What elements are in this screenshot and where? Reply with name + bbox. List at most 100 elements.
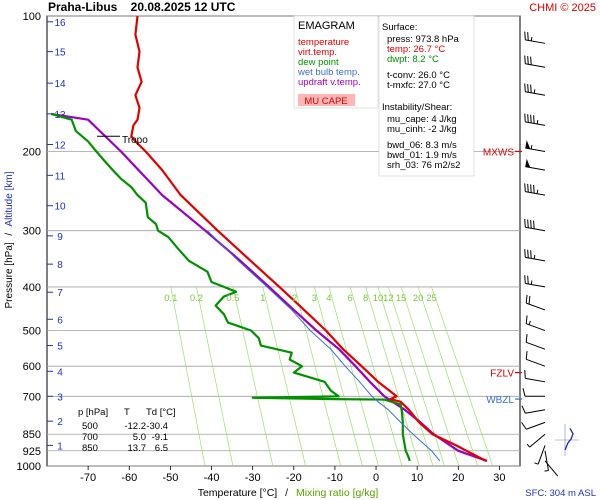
levels-table-cell: 5.0 — [133, 432, 146, 443]
wind-barb-full — [527, 219, 529, 228]
wind-barb-staff — [525, 63, 546, 68]
wind-barb-full — [524, 218, 526, 228]
sounding-profiles — [50, 15, 488, 462]
surface-dwpt: dwpt: 8.2 °C — [387, 54, 439, 65]
x-axis-mixing-title: Mixing ratio [g/kg] — [296, 487, 378, 499]
altitude-tick: 3 — [57, 392, 63, 403]
mixing-ratio-labels: 0.1 0.2 0.5 1 2 3 4 6 8 10 12 15 20 25 — [164, 293, 437, 304]
wind-barb-half — [533, 89, 536, 94]
wind-barb-full — [530, 250, 532, 259]
levels-table: p [hPa] T Td [°C] 500 -12.2 -30.4 700 5.0 -9.… — [78, 407, 176, 454]
wind-barb-staff — [525, 39, 546, 44]
wind-barb — [525, 315, 546, 332]
mu-cinh-value: mu_cinh: -2 J/kg — [387, 124, 457, 135]
x-tick--20: -20 — [286, 472, 302, 484]
levels-table-cell: -9.1 — [152, 432, 168, 443]
wind-barb-staff — [526, 341, 546, 350]
mixing-line — [431, 286, 494, 467]
wind-barb-full — [524, 183, 526, 192]
altitude-tick: 8 — [57, 260, 63, 271]
wind-barb-staff — [525, 282, 546, 288]
levels-table-header-t: T — [124, 407, 130, 418]
mixing-ratio-label: 15 — [396, 293, 407, 304]
wind-barb-full — [527, 56, 529, 65]
altitude-tick: 5 — [57, 342, 63, 353]
wind-barb — [534, 445, 546, 465]
mu-cape-badge: MU CAPE — [304, 96, 347, 107]
y-axis-title: Pressure [hPa] / Altitude [km] — [4, 171, 15, 308]
info-box-frame — [378, 15, 475, 177]
x-tick-0: 0 — [373, 472, 379, 484]
wind-barb-full — [528, 295, 531, 305]
pressure-tick-925: 925 — [23, 446, 41, 458]
wind-barb-full — [524, 370, 526, 379]
wind-barb-half — [530, 36, 533, 41]
levels-table-header-td: Td [°C] — [146, 407, 176, 418]
mixing-ratio-label: 0.5 — [226, 293, 239, 304]
x-axis-separator: / — [285, 487, 288, 499]
altitude-tick: 10 — [54, 202, 66, 213]
wind-barb-staff — [525, 91, 546, 96]
series-line — [207, 230, 441, 462]
station-time-title: Praha-Libus 20.08.2025 12 UTC — [48, 0, 236, 14]
wind-barb-half — [526, 443, 531, 448]
bwd-06-value: bwd_06: 8.3 m/s — [387, 140, 457, 151]
mixing-ratio-label: 0.2 — [190, 293, 203, 304]
x-tick-30: 30 — [493, 472, 505, 484]
surface-press: press: 973.8 hPa — [387, 34, 460, 45]
pressure-tick-1000: 1000 — [17, 461, 41, 473]
altitude-tick: 16 — [54, 18, 66, 29]
x-tick-10: 10 — [411, 472, 423, 484]
pressure-tick-500: 500 — [23, 326, 41, 338]
wind-barb-full — [524, 275, 526, 284]
wind-barb-staff — [525, 409, 546, 414]
wind-barb-full — [521, 405, 526, 414]
mixing-line — [232, 286, 274, 467]
altitude-tick: 2 — [57, 417, 63, 428]
pressure-tick-600: 600 — [23, 361, 41, 373]
wind-barb — [526, 433, 546, 448]
wind-barb-full — [524, 55, 526, 64]
altitude-tick: 11 — [55, 171, 66, 182]
tropopause-label: Tropo — [122, 135, 148, 146]
wind-barb-staff — [526, 358, 546, 367]
wind-barb-staff — [526, 421, 546, 430]
wind-barb-half — [530, 145, 533, 150]
mixing-ratio-label: 3 — [312, 293, 317, 304]
wind-barb-full — [525, 334, 528, 343]
legend-title: EMAGRAM — [298, 20, 355, 32]
legend-item-dew-point: dew point — [298, 57, 339, 68]
wind-barb-full — [533, 115, 535, 124]
info-box: Surface: press: 973.8 hPa temp: 26.7 °C … — [378, 15, 475, 177]
t-mxfc: t-mxfc: 27.0 °C — [387, 80, 450, 91]
altitude-tick: 1 — [57, 441, 63, 452]
levels-table-header-p: p [hPa] — [78, 407, 108, 418]
x-tick--60: -60 — [121, 472, 137, 484]
mixing-line — [400, 286, 460, 467]
pressure-tick-labels: 100 200 300 400 500 600 700 850 925 1000 — [17, 11, 41, 473]
mixing-line — [170, 286, 206, 467]
wind-barb-half — [530, 280, 533, 285]
wind-barb — [524, 113, 546, 126]
sfc-height-label: SFC: 304 m ASL — [525, 488, 596, 499]
wind-barb — [524, 183, 546, 196]
levels-table-cell: -30.4 — [146, 421, 168, 432]
mixing-line — [262, 286, 306, 467]
wind-barb-full — [525, 294, 528, 304]
level-marker-label: FZLV — [490, 369, 514, 380]
legend-item-wet-bulb: wet bulb temp. — [297, 67, 360, 78]
wind-barb-flag — [525, 140, 531, 149]
wind-barb-staff — [525, 166, 546, 171]
mixing-ratio-label: 25 — [426, 293, 437, 304]
wind-barb-full — [530, 114, 532, 123]
wind-barb — [522, 388, 545, 397]
wind-barb — [524, 31, 546, 44]
wind-barb — [524, 370, 546, 383]
wind-barb — [521, 421, 546, 430]
legend: EMAGRAM temperature virt.temp. dew point… — [293, 15, 379, 109]
x-axis-temperature-title: Temperature [°C] — [198, 487, 278, 499]
mixing-line — [328, 286, 379, 467]
wind-barb-full — [521, 422, 527, 430]
mixing-ratio-label: 4 — [326, 293, 331, 304]
wind-barb-full — [530, 56, 532, 65]
